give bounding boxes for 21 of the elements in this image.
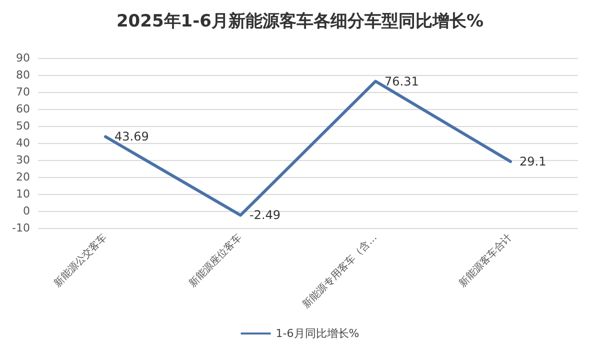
data-label: 29.1 (520, 154, 546, 169)
y-tick-label: 90 (16, 52, 30, 64)
y-tick-label: 20 (16, 170, 30, 184)
data-label: -2.49 (250, 208, 281, 222)
y-tick-label: 10 (16, 188, 30, 200)
y-tick-label: 0 (23, 204, 30, 218)
y-tick-label: 40 (16, 136, 30, 150)
data-label: 43.69 (114, 130, 149, 144)
x-tick-label: 新能源座位客车 (186, 231, 244, 290)
data-label: 76.31 (384, 74, 419, 88)
chart-title: 2025年1-6月新能源客车各细分车型同比增长% (116, 12, 484, 32)
y-tick-label: 60 (16, 102, 30, 116)
x-tick-label: 新能源公交客车 (51, 231, 110, 290)
y-tick-label: 80 (16, 68, 30, 82)
x-tick-label: 新能源客车合计 (456, 231, 514, 290)
x-tick-label: 新能源专用客车（含… (300, 231, 380, 311)
y-tick-label: 30 (16, 154, 30, 166)
y-tick-label: 50 (16, 120, 30, 132)
legend-label: 1-6月同比增长% (276, 327, 360, 340)
y-tick-label: -10 (12, 222, 30, 234)
y-tick-label: 70 (16, 86, 30, 98)
